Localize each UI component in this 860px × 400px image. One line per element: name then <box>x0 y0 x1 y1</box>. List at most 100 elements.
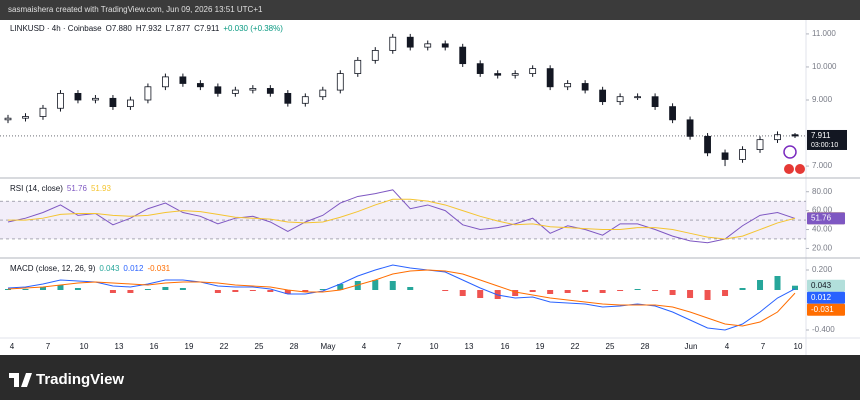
candle-body <box>144 86 152 101</box>
ohlc-value: +0.030 (+0.38%) <box>223 24 283 33</box>
x-tick-label: 25 <box>255 342 264 351</box>
x-tick-label: 22 <box>220 342 229 351</box>
candle-body <box>546 68 554 88</box>
histogram-bar <box>389 281 396 290</box>
value-tag-box <box>807 279 845 292</box>
ohlc-value: O7.880 <box>105 24 132 33</box>
y-tick-label: 0.200 <box>812 265 833 274</box>
histogram-bar <box>722 290 729 296</box>
y-tick-label: 7.000 <box>812 161 833 170</box>
candle-body <box>441 43 449 48</box>
x-tick-label: 28 <box>290 342 299 351</box>
x-tick-label: 13 <box>115 342 124 351</box>
y-tick-label: 10.000 <box>812 62 837 71</box>
histogram-bar <box>22 289 29 290</box>
candle-body <box>371 50 379 61</box>
candle-body <box>127 99 134 108</box>
candle-body <box>301 96 309 104</box>
x-tick-label: 7 <box>46 342 51 351</box>
legend-value: 0.043 <box>99 264 120 273</box>
histogram-bar <box>162 287 169 290</box>
value-tag: 51.76 <box>811 214 832 223</box>
candle-body <box>756 139 764 150</box>
legend-value: -0.031 <box>147 264 171 273</box>
y-tick-label: 20.00 <box>812 244 833 253</box>
x-tick-label: May <box>320 342 335 351</box>
histogram-bar <box>57 285 64 290</box>
histogram-bar <box>669 290 676 295</box>
histogram-bar <box>284 290 291 294</box>
histogram-bar <box>739 288 746 290</box>
x-tick-label: 22 <box>571 342 580 351</box>
histogram-bar <box>687 290 694 298</box>
candle-body <box>231 89 239 94</box>
candle-body <box>39 107 47 117</box>
histogram-bar <box>617 290 624 291</box>
last-price-label: 7.911 <box>811 131 831 140</box>
candle-body <box>92 97 99 101</box>
macd-legend: MACD (close, 12, 26, 9) 0.043 0.012 -0.031 <box>10 264 174 273</box>
x-tick-label: 4 <box>362 342 367 351</box>
candle-body <box>266 88 274 94</box>
candle-body <box>74 92 82 101</box>
value-tag: 0.043 <box>811 281 832 290</box>
candle-body <box>581 83 589 91</box>
candle-body <box>634 96 641 99</box>
histogram-bar <box>547 290 554 294</box>
candle-body <box>599 89 607 103</box>
rsi-legend: RSI (14, close) 51.76 51.93 <box>10 184 115 193</box>
candle-body <box>459 46 467 65</box>
histogram-bar <box>127 290 134 293</box>
candle-body <box>704 135 711 154</box>
indicator-line <box>7 264 796 331</box>
candle-body <box>214 86 222 94</box>
x-tick-label: 16 <box>501 342 510 351</box>
histogram-bar <box>249 290 256 291</box>
indicator-line <box>7 269 796 327</box>
candle-body <box>109 97 117 108</box>
y-tick-label: 11.000 <box>812 29 836 38</box>
histogram-bar <box>179 288 186 290</box>
histogram-bar <box>704 290 711 300</box>
candle-body <box>529 68 537 74</box>
y-tick-label: 80.00 <box>812 187 833 196</box>
candle-body <box>179 76 187 84</box>
histogram-bar <box>529 290 536 292</box>
histogram-bar <box>5 289 11 290</box>
candle-body <box>57 92 64 109</box>
indicator-title: MACD (close, 12, 26, 9) <box>10 264 96 273</box>
histogram-bar <box>477 290 484 298</box>
x-tick-label: 4 <box>725 342 730 351</box>
candle-body <box>424 43 432 48</box>
candle-body <box>721 152 729 160</box>
candle-body <box>196 83 204 88</box>
histogram-bar <box>757 280 764 290</box>
x-tick-label: 4 <box>10 342 15 351</box>
histogram-bar <box>232 290 239 292</box>
candle-body <box>22 116 29 119</box>
event-icon[interactable] <box>795 164 805 174</box>
histogram-bar <box>319 289 326 290</box>
histogram-bar <box>599 290 606 293</box>
ohlc-value: C7.911 <box>194 24 220 33</box>
event-icon[interactable] <box>783 145 797 159</box>
histogram-bar <box>39 287 46 290</box>
histogram-bar <box>144 289 151 290</box>
instrument: LINKUSD · 4h · Coinbase <box>10 24 102 33</box>
ohlc-value: L7.877 <box>165 24 191 33</box>
value-tag-box <box>807 291 845 304</box>
candle-body <box>336 73 344 91</box>
candle-body <box>476 63 484 74</box>
event-icon[interactable] <box>784 164 794 174</box>
footer-bar <box>0 355 860 400</box>
value-tag-box <box>807 212 845 225</box>
value-tag-box <box>807 303 845 316</box>
x-tick-label: 28 <box>641 342 650 351</box>
candle-body <box>494 73 502 76</box>
countdown: 03:00:10 <box>811 142 838 149</box>
histogram-bar <box>652 290 659 291</box>
histogram-bar <box>74 288 81 290</box>
y-tick-label: 60.00 <box>812 206 833 215</box>
